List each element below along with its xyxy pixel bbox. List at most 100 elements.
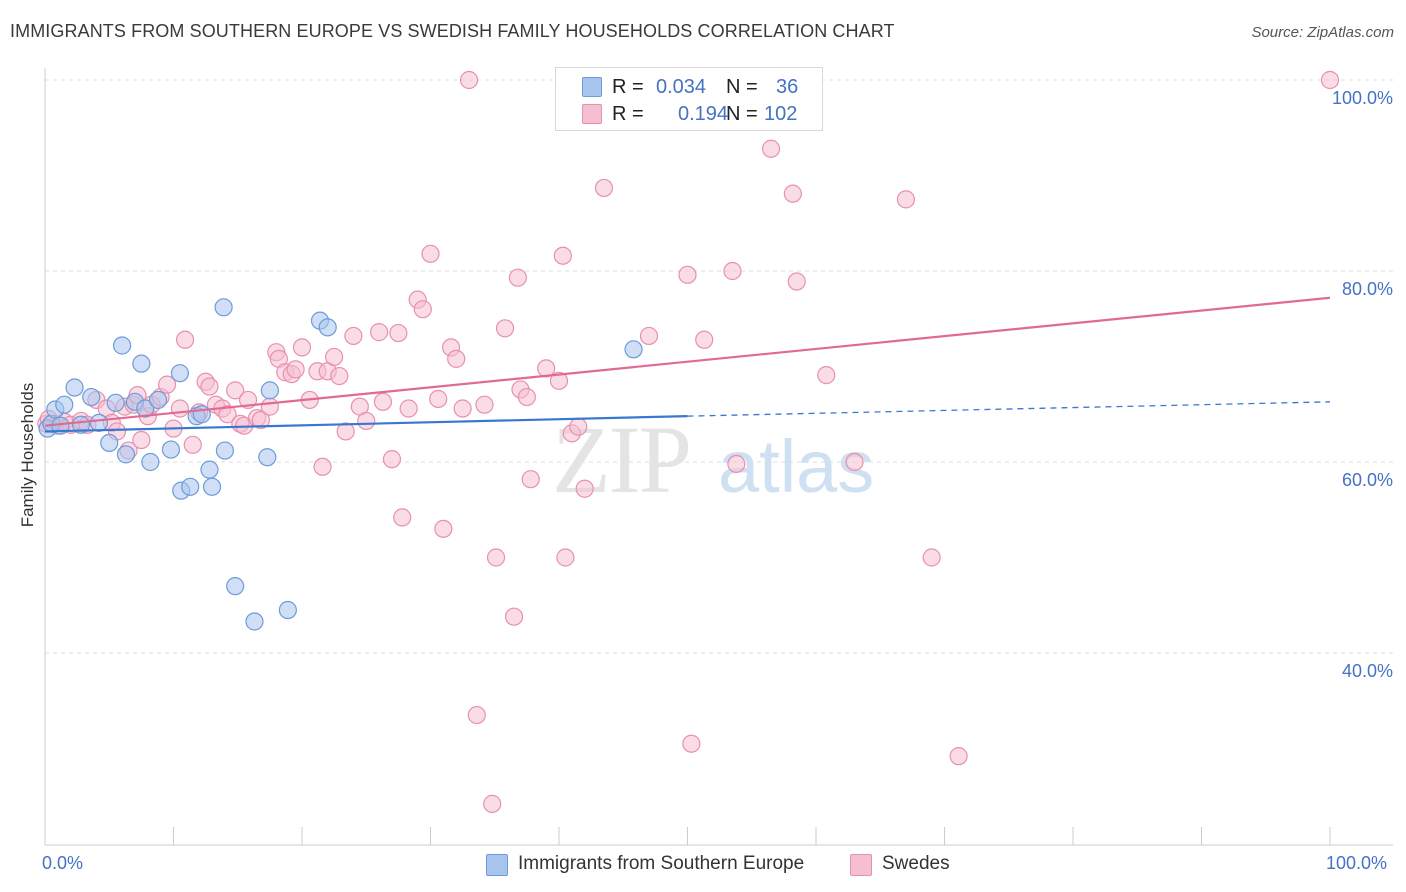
legend-label: Swedes bbox=[882, 853, 950, 874]
swedes-point bbox=[695, 330, 714, 349]
immigrants-point bbox=[624, 340, 643, 359]
y-tick-labels: 40.0% 60.0% 80.0% 100.0% bbox=[1332, 88, 1393, 681]
chart-title: IMMIGRANTS FROM SOUTHERN EUROPE VS SWEDI… bbox=[10, 21, 895, 41]
swedes-point bbox=[682, 734, 701, 753]
legend-swatch-blue bbox=[582, 77, 602, 97]
swedes-point bbox=[393, 508, 412, 527]
swedes-point bbox=[325, 347, 344, 367]
swedes-point bbox=[313, 457, 332, 476]
swedes-point bbox=[399, 399, 418, 418]
gridlines bbox=[45, 79, 1393, 654]
swedes-point bbox=[761, 139, 781, 158]
legend-r-label: R = bbox=[612, 76, 644, 98]
swedes-point bbox=[370, 323, 389, 342]
swedes-point bbox=[175, 330, 195, 349]
y-tick-label: 60.0% bbox=[1342, 470, 1393, 490]
immigrants-point bbox=[278, 600, 297, 620]
swedes-point bbox=[373, 392, 393, 411]
swedes-point bbox=[434, 519, 453, 538]
immigrants-point bbox=[214, 298, 233, 317]
y-tick-label: 100.0% bbox=[1332, 88, 1393, 108]
swedes-point bbox=[292, 338, 312, 357]
legend-label: Immigrants from Southern Europe bbox=[518, 853, 805, 874]
y-axis-title: Family Households bbox=[18, 382, 37, 528]
swedes-point bbox=[330, 366, 349, 386]
swedes-point bbox=[218, 405, 237, 424]
legend-r-label: R = bbox=[612, 103, 644, 125]
swedes-point bbox=[132, 430, 151, 450]
axes bbox=[44, 68, 1393, 846]
swedes-point bbox=[357, 411, 376, 431]
swedes-point bbox=[1320, 70, 1340, 90]
swedes-point bbox=[594, 178, 614, 198]
swedes-point bbox=[549, 371, 569, 390]
swedes-point bbox=[817, 365, 836, 385]
y-tick-label: 40.0% bbox=[1342, 661, 1393, 681]
swedes-point bbox=[183, 435, 202, 454]
immigrants-point bbox=[141, 452, 160, 472]
swedes-point bbox=[723, 261, 742, 281]
swedes-point bbox=[517, 387, 536, 407]
swedes-point bbox=[251, 410, 270, 430]
immigrants-point bbox=[200, 460, 219, 479]
legend-swatch-pink bbox=[582, 104, 602, 124]
legend-r-value: 0.034 bbox=[656, 76, 707, 98]
swedes-point bbox=[896, 190, 916, 209]
swedes-point bbox=[286, 360, 305, 379]
swedes-point bbox=[486, 548, 506, 567]
immigrants-point bbox=[245, 612, 264, 631]
swedes-point bbox=[639, 326, 659, 346]
trend-lines bbox=[44, 296, 1331, 433]
immigrants-point bbox=[106, 393, 125, 412]
swedes-point bbox=[336, 422, 355, 441]
legend-n-label: N = bbox=[726, 103, 758, 125]
swedes-point bbox=[787, 272, 806, 291]
swedes-point bbox=[575, 479, 594, 498]
swedes-point bbox=[382, 450, 402, 469]
immigrants-point bbox=[161, 440, 181, 459]
immigrants-point bbox=[318, 318, 337, 337]
immigrants-point bbox=[170, 364, 190, 383]
immigrants-point bbox=[55, 395, 74, 414]
swedes-point bbox=[495, 319, 515, 338]
swedes-point bbox=[504, 607, 524, 626]
swedes-point bbox=[260, 397, 279, 416]
swedes-point bbox=[226, 381, 245, 400]
swedes-point bbox=[429, 389, 448, 409]
immigrants-point bbox=[215, 441, 234, 460]
swedes-point bbox=[447, 349, 466, 368]
x-tick-label-min: 0.0% bbox=[42, 853, 84, 873]
legend-swatch-blue bbox=[486, 854, 508, 876]
swedes-point bbox=[459, 70, 479, 90]
legend-swatch-pink bbox=[850, 854, 872, 876]
swedes-point bbox=[922, 548, 941, 567]
swedes-points bbox=[37, 70, 1340, 813]
immigrants-point bbox=[65, 378, 84, 397]
swedes-point bbox=[678, 265, 697, 284]
immigrants-point bbox=[136, 399, 155, 418]
swedes-point bbox=[553, 246, 572, 265]
swedes-point bbox=[467, 705, 486, 725]
immigrants-point bbox=[258, 448, 277, 467]
x-tick-label-max: 100.0% bbox=[1326, 853, 1388, 873]
immigrants-point bbox=[226, 577, 245, 596]
swedes-point bbox=[508, 268, 527, 287]
immigrants-point bbox=[132, 354, 151, 373]
watermark: ZIP atlas bbox=[552, 406, 874, 513]
swedes-point bbox=[170, 399, 190, 418]
swedes-point bbox=[200, 377, 219, 396]
y-tick-label: 80.0% bbox=[1342, 279, 1393, 299]
source-credit: Source: ZipAtlas.com bbox=[1251, 24, 1394, 41]
immigrants-point bbox=[148, 390, 168, 410]
legend-r-value: 0.194 bbox=[678, 103, 729, 125]
swedes-point bbox=[521, 470, 540, 489]
correlation-legend: R = 0.034 N = 36 R = 0.194 N = 102 bbox=[555, 67, 823, 131]
swedes-point bbox=[475, 395, 494, 414]
swedes-point bbox=[569, 417, 588, 436]
immigrants-point bbox=[116, 445, 136, 464]
immigrants-point bbox=[181, 477, 200, 496]
immigrants-point bbox=[82, 387, 101, 407]
swedes-point bbox=[949, 747, 968, 766]
swedes-point bbox=[413, 300, 432, 319]
